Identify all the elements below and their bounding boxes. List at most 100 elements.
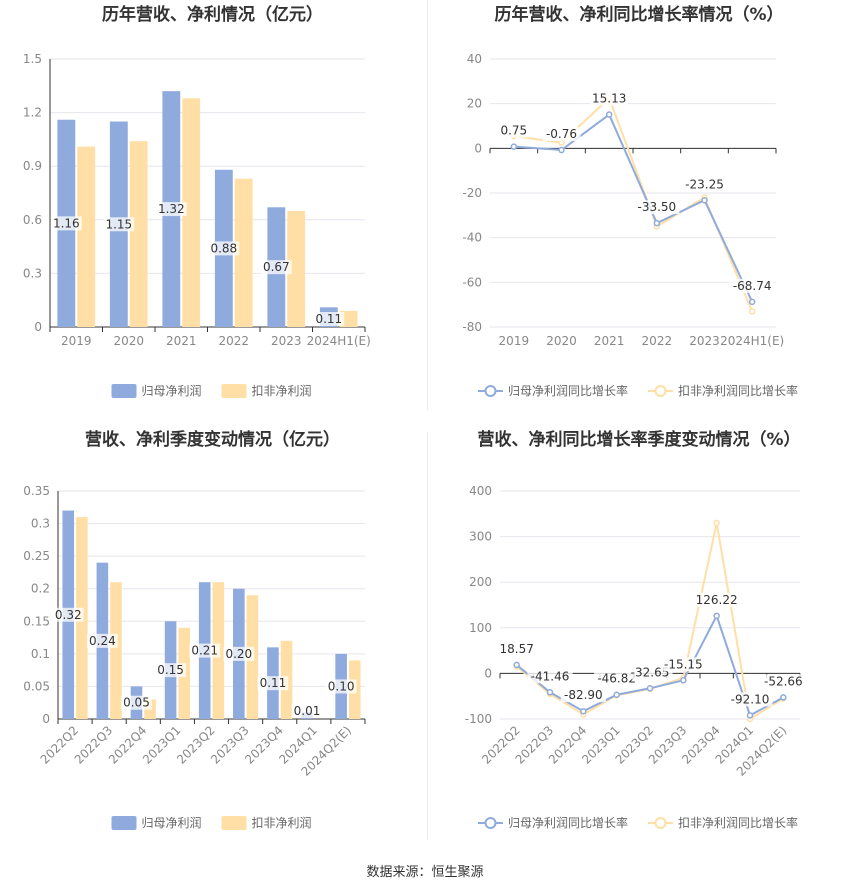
x-tick-label: 2023 bbox=[271, 334, 302, 348]
legend-swatch bbox=[111, 816, 137, 830]
data-point bbox=[510, 143, 518, 150]
data-label-bg bbox=[634, 200, 680, 215]
data-label: 0.32 bbox=[55, 608, 82, 622]
data-point bbox=[680, 677, 687, 684]
data-label: 0.11 bbox=[260, 676, 287, 690]
chart-title: 营收、净利季度变动情况（亿元） bbox=[85, 429, 340, 450]
x-tick-label: 2024H1(E) bbox=[307, 334, 371, 348]
data-point bbox=[653, 219, 661, 227]
data-label-bg bbox=[189, 643, 221, 658]
data-label-bg bbox=[325, 679, 357, 694]
data-point bbox=[513, 661, 520, 669]
legend: 归母净利润 扣非净利润 bbox=[111, 384, 312, 398]
data-label-bg bbox=[560, 688, 606, 703]
y-tick-label: -100 bbox=[465, 712, 492, 726]
y-tick-label: 0.6 bbox=[23, 213, 42, 227]
chart-title: 营收、净利同比增长率季度变动情况（%） bbox=[477, 429, 800, 450]
data-label-bg bbox=[527, 669, 573, 684]
legend-marker bbox=[484, 385, 497, 397]
series-line bbox=[513, 112, 754, 303]
data-label: 0.20 bbox=[225, 647, 252, 661]
x-tick-label: 2019 bbox=[499, 334, 530, 348]
data-label-bg bbox=[727, 692, 773, 707]
legend-label: 扣非净利润 bbox=[252, 384, 312, 398]
data-label: -33.50 bbox=[637, 200, 676, 214]
data-label: -23.25 bbox=[685, 177, 724, 191]
x-tick-label: 2022 bbox=[642, 334, 673, 348]
data-point bbox=[713, 612, 720, 620]
data-label-bg bbox=[103, 217, 135, 232]
y-tick-label: 1.2 bbox=[23, 106, 42, 120]
data-label-bg bbox=[497, 641, 536, 656]
bar bbox=[234, 178, 253, 327]
quarterly-growth-svg: 营收、净利同比增长率季度变动情况（%）-10001002003004002022… bbox=[465, 429, 806, 830]
quarterly-profit-svg: 营收、净利季度变动情况（亿元） 0 0.05 0.1 0.15 0.2 0.25 0.3 0.3… bbox=[23, 429, 366, 830]
bar bbox=[77, 146, 96, 327]
data-label: -0.76 bbox=[546, 127, 577, 141]
data-point bbox=[713, 519, 720, 527]
data-label-bg bbox=[498, 123, 530, 138]
y-tick-label: 0 bbox=[42, 712, 50, 726]
data-label: -41.46 bbox=[531, 669, 570, 683]
y-tick-label: 0.1 bbox=[31, 647, 50, 661]
y-tick-label: 0.3 bbox=[23, 266, 42, 280]
chart-quarterly-growth: 营收、净利同比增长率季度变动情况（%） -100 0 100 200 300 400 2022… bbox=[428, 425, 850, 850]
x-tick-label: 2021 bbox=[166, 334, 197, 348]
y-tick-label: 0.3 bbox=[31, 517, 50, 531]
data-label-bg bbox=[121, 695, 152, 710]
annual-profit-svg: 历年营收、净利情况（亿元） 0 0.3 0.6 0.9 1.2 1.5 2019 2020 202… bbox=[23, 4, 371, 398]
legend-marker bbox=[484, 817, 497, 829]
data-label: 1.32 bbox=[158, 202, 185, 216]
y-tick-label: 0 bbox=[34, 320, 42, 334]
legend-label: 归母净利润 bbox=[142, 816, 202, 830]
data-point bbox=[558, 146, 565, 154]
y-tick-label: -80 bbox=[462, 320, 482, 334]
legend-swatch bbox=[221, 384, 247, 398]
x-tick-label: 2022 bbox=[218, 334, 249, 348]
data-label: 0.67 bbox=[263, 260, 290, 274]
y-tick-label: 400 bbox=[469, 484, 492, 498]
vertical-divider bbox=[427, 432, 428, 840]
y-tick-label: -20 bbox=[462, 186, 482, 200]
annual-growth-svg: 历年营收、净利同比增长率情况（%） -80 -60 -40 -20 0 20 40 2019 20… bbox=[462, 4, 798, 398]
data-label-bg bbox=[681, 177, 728, 192]
chart-title: 历年营收、净利情况（亿元） bbox=[102, 4, 323, 25]
data-label: -92.10 bbox=[731, 692, 770, 706]
legend-label: 归母净利润同比增长率 bbox=[508, 815, 628, 830]
data-point bbox=[748, 298, 756, 306]
y-tick-label: 20 bbox=[467, 97, 482, 111]
data-label: 0.05 bbox=[123, 696, 150, 710]
x-tick-label: 2019 bbox=[61, 334, 92, 348]
data-source: 数据来源：恒生聚源 bbox=[366, 865, 484, 880]
data-label-bg bbox=[208, 241, 240, 256]
bar bbox=[182, 98, 201, 327]
data-label-bg bbox=[313, 312, 345, 326]
y-tick-label: 0.25 bbox=[23, 549, 50, 563]
y-tick-label: 0.05 bbox=[23, 679, 50, 693]
y-tick-label: -60 bbox=[462, 275, 482, 289]
data-point bbox=[580, 707, 587, 715]
data-label: -68.74 bbox=[733, 279, 772, 293]
data-label: 15.13 bbox=[592, 92, 626, 106]
data-point bbox=[780, 694, 787, 701]
y-tick-label: -40 bbox=[462, 231, 482, 245]
data-label: 1.15 bbox=[105, 217, 132, 231]
data-label: -32.65 bbox=[631, 665, 670, 679]
data-label: -46.82 bbox=[597, 672, 636, 686]
data-label-bg bbox=[291, 704, 323, 718]
legend-label: 扣非净利润同比增长率 bbox=[678, 815, 798, 830]
data-label: 0.11 bbox=[315, 312, 342, 326]
data-label: 0.15 bbox=[157, 663, 184, 677]
vertical-divider bbox=[427, 0, 428, 410]
y-tick-label: 200 bbox=[469, 575, 492, 589]
legend-label: 扣非净利润 bbox=[252, 816, 312, 830]
data-label-bg bbox=[155, 663, 186, 678]
data-label: 126.22 bbox=[696, 593, 738, 607]
data-label-bg bbox=[660, 657, 706, 672]
data-label-bg bbox=[590, 91, 629, 106]
data-label: 0.24 bbox=[89, 634, 116, 648]
data-label: 0.10 bbox=[328, 679, 355, 693]
legend-swatch bbox=[111, 384, 137, 398]
x-tick-label: 2020 bbox=[113, 334, 144, 348]
y-tick-label: 0.35 bbox=[23, 484, 50, 498]
